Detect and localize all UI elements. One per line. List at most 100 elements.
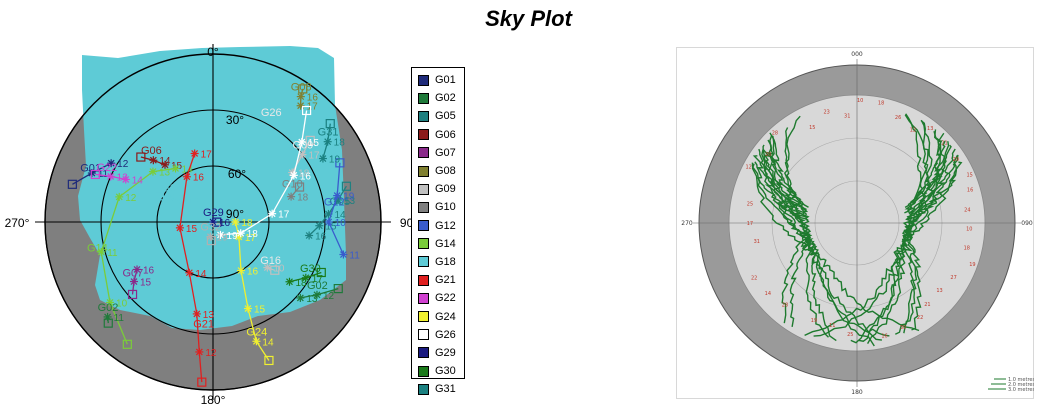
legend-swatch — [418, 329, 429, 341]
track-start-marker — [301, 105, 312, 116]
track-point-label: 15 — [171, 161, 183, 172]
track-point-marker — [216, 230, 225, 239]
legend-swatch — [418, 201, 429, 213]
track-point-label: 14 — [334, 210, 346, 221]
track-point-label: 14 — [195, 269, 207, 280]
marker-stroke — [296, 294, 304, 302]
legend-swatch — [418, 165, 429, 177]
satellite-label: G30 — [300, 263, 321, 275]
prn-label: 22 — [751, 275, 757, 281]
marker-stroke — [161, 161, 169, 169]
prn-label: 30 — [900, 325, 906, 331]
satellite-label: G16 — [260, 255, 281, 267]
track-point-label: 15 — [140, 278, 152, 289]
track-point-marker — [301, 273, 310, 282]
prn-label: 25 — [747, 202, 753, 208]
marker-stroke — [172, 165, 179, 172]
elevation-tick-label: 60° — [228, 167, 246, 181]
prn-label: 26 — [895, 115, 901, 121]
legend-item: G07 — [418, 144, 464, 162]
track-point-marker — [133, 265, 142, 274]
satellite-label: G14 — [87, 242, 108, 254]
track-point-label: 19 — [329, 155, 341, 166]
track-point-marker — [209, 218, 217, 226]
track-point-marker — [287, 192, 296, 201]
multipath-track — [754, 161, 809, 221]
multipath-track — [762, 144, 809, 213]
marker-stroke — [183, 173, 191, 181]
marker-stroke — [107, 173, 115, 180]
satellite-label: G09 — [292, 140, 313, 152]
marker-stroke — [268, 210, 276, 218]
track-start-marker — [127, 289, 138, 300]
multipath-track — [904, 132, 945, 209]
marker-stroke — [176, 224, 184, 232]
track-point-label: 17 — [307, 102, 319, 113]
multipath-track — [904, 140, 946, 210]
legend-swatch — [418, 238, 429, 250]
track-point-marker — [231, 218, 240, 226]
track-point-marker — [106, 172, 115, 181]
track-point-marker — [243, 304, 252, 313]
prn-label: 22 — [917, 315, 923, 321]
multipath-track — [752, 163, 837, 342]
legend-swatch — [418, 274, 429, 286]
marker-stroke — [339, 251, 347, 258]
legend-label: 3.0 metres — [1008, 387, 1034, 393]
multipath-track — [752, 155, 809, 219]
prn-label: 17 — [747, 221, 753, 227]
track-point-label: 13 — [117, 172, 129, 183]
marker-stroke — [325, 218, 333, 226]
track-point-marker — [312, 290, 321, 299]
track-point-marker — [206, 232, 215, 241]
track-point-label: 16 — [219, 218, 231, 229]
legend-item: G21 — [418, 271, 464, 289]
track-point-label: 11 — [349, 251, 360, 262]
prn-label: 19 — [811, 318, 817, 324]
marker-stroke — [237, 267, 245, 274]
legend-label: G08 — [435, 165, 456, 178]
marker-stroke — [97, 248, 105, 256]
track-point-label: 19 — [226, 231, 238, 242]
prn-label: 28 — [782, 303, 788, 309]
visible-sky-region — [78, 46, 346, 330]
track-point-marker — [315, 221, 324, 230]
satellite-label: G22 — [96, 162, 117, 174]
legend-item: G29 — [418, 344, 464, 362]
legend-label: G02 — [435, 92, 456, 105]
marker-stroke — [122, 176, 130, 183]
track-point-label: 12 — [188, 197, 200, 208]
satellite-label: G07 — [122, 268, 143, 280]
track-start-marker — [122, 339, 132, 349]
track-point-label: 11 — [114, 313, 125, 324]
track-point-label: 18 — [247, 229, 259, 240]
satellite-label: G02 — [98, 302, 119, 314]
legend-item: G18 — [418, 253, 464, 271]
marker-stroke — [305, 232, 313, 239]
track-point-label: 17 — [245, 233, 257, 244]
track-point-label: 16 — [143, 265, 155, 276]
satellite-label: G29 — [203, 207, 224, 219]
left-sky-plot: 0°90°180°270°30°60°90°1112G011213G021314… — [5, 44, 418, 405]
multipath-track — [769, 132, 809, 208]
marker-stroke — [191, 150, 199, 157]
prn-label: 13 — [927, 126, 933, 132]
track-start-marker — [154, 191, 164, 201]
legend-label: G10 — [435, 201, 456, 214]
prn-label: 15 — [967, 173, 973, 179]
track-point-marker — [195, 347, 204, 356]
right-multipath-plot: 10 13 16 19 22 25 28 31 12 15 18 21 24 27 30 11 14 17 20 23… — [681, 51, 1034, 396]
legend-item: G01 — [418, 71, 464, 89]
track-point-marker — [107, 159, 116, 168]
track-point-label: 19 — [343, 192, 355, 203]
legend-swatch — [418, 147, 429, 159]
track-start-marker — [90, 169, 100, 180]
track-point-label: 16 — [193, 173, 205, 184]
marker-stroke — [149, 156, 157, 164]
legend-label: 2.0 metres — [1008, 382, 1034, 388]
